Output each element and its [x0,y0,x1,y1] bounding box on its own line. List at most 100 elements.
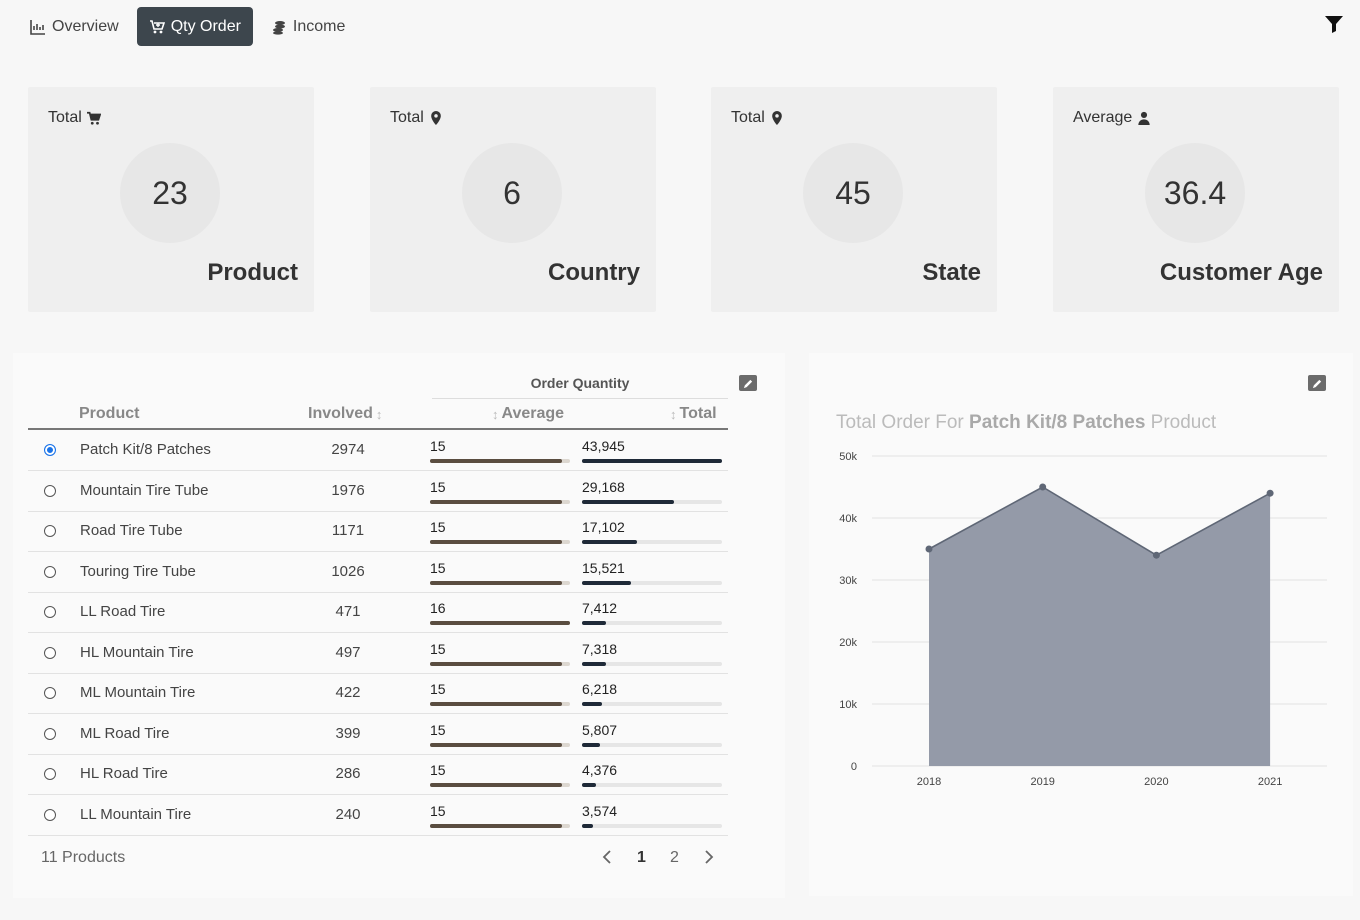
involved-value: 1976 [331,481,365,499]
y-tick-label: 50k [839,451,857,463]
map-pin-icon [771,111,782,125]
kpi-label: Total [48,109,101,127]
table-row[interactable]: ML Mountain Tire 422 15 6,218 [28,673,728,714]
data-point [925,545,933,553]
order-area-chart: 0 10k 20k 30k 40k 50k 2018 2019 2020 2021 [839,451,1327,788]
average-bar-fill [430,661,562,666]
kpi-name: State [922,259,981,286]
user-icon [1138,111,1150,125]
involved-value: 286 [335,765,361,782]
row-select-radio[interactable] [44,727,56,740]
table-row[interactable]: LL Mountain Tire 240 15 3,574 [28,795,728,836]
product-name: HL Road Tire [80,765,168,782]
average-value: 15 [430,559,446,576]
total-bar [582,540,722,544]
column-header-product-label: Product [79,405,140,422]
row-select-radio[interactable] [44,808,56,821]
average-bar [430,499,570,504]
average-value: 15 [430,762,446,778]
average-value: 15 [430,640,446,657]
kpi-label: Total [731,109,784,127]
tab-income-label: Income [292,17,346,35]
average-value: 15 [430,478,446,495]
kpi-value: 23 [120,143,220,243]
kpi-card-state: Total 45 State [711,87,997,312]
filter-icon[interactable] [1324,14,1344,34]
total-value: 4,376 [582,762,618,778]
row-select-radio[interactable] [44,687,56,699]
sort-icon: ↕ [375,406,383,422]
edit-chart-button[interactable] [1308,375,1326,391]
total-bar [582,459,722,463]
x-tick-label: 2020 [1144,776,1168,788]
sort-icon: ↕ [670,406,677,422]
average-bar [430,540,570,544]
chart-title-suffix: Product [1150,412,1217,433]
table-row[interactable]: Mountain Tire Tube 1976 15 29,168 [28,471,728,512]
row-select-radio[interactable] [44,565,56,578]
average-bar [430,742,570,747]
column-header-total-label: Total [679,405,717,422]
column-header-average[interactable]: ↕ Average [492,405,564,423]
x-tick-label: 2018 [917,776,941,788]
kpi-label-text: Total [390,109,424,126]
pager-next-button[interactable] [704,849,714,870]
tab-income[interactable]: Income [259,7,357,46]
column-header-total[interactable]: ↕ Total [670,405,717,423]
average-bar-fill [430,580,562,585]
table-row[interactable]: Touring Tire Tube 1026 15 15,521 [28,552,728,593]
total-bar [582,742,722,747]
product-table-panel [13,353,785,898]
table-row[interactable]: Patch Kit/8 Patches 2974 15 43,945 [28,430,728,471]
chart-title: Total Order For Patch Kit/8 Patches Prod… [836,412,1216,434]
chevron-right-icon [705,850,714,864]
table-row[interactable]: ML Road Tire 399 15 5,807 [28,714,728,755]
tab-qty-order[interactable]: Qty Order [136,7,253,46]
product-name: HL Mountain Tire [80,643,194,661]
total-bar-fill [582,661,606,666]
product-name: LL Mountain Tire [80,805,192,823]
row-select-radio[interactable] [44,646,56,659]
chart-title-prefix: Total Order For [836,412,964,433]
nav-tabs: Overview Qty Order Income [18,7,357,46]
average-bar [430,702,570,706]
pager-page-2[interactable]: 2 [670,849,679,866]
y-tick-label: 40k [839,513,857,525]
involved-value: 422 [335,684,361,701]
tab-overview[interactable]: Overview [18,7,131,46]
average-bar-fill [430,702,562,706]
kpi-value: 6 [462,143,562,243]
row-select-radio[interactable] [44,525,56,537]
average-value: 15 [430,721,446,738]
total-value: 29,168 [582,478,625,495]
pager-page-1[interactable]: 1 [637,849,646,866]
cart-icon [86,111,101,125]
table-row[interactable]: LL Road Tire 471 16 7,412 [28,592,728,633]
product-name: Touring Tire Tube [80,562,196,580]
product-name: Mountain Tire Tube [80,481,209,499]
table-row[interactable]: HL Road Tire 286 15 4,376 [28,754,728,795]
total-bar-fill [582,540,637,544]
total-bar-fill [582,742,601,747]
row-select-radio[interactable] [44,444,56,456]
total-bar [582,661,722,666]
row-select-radio[interactable] [44,484,56,497]
table-header-divider [28,428,728,430]
column-header-involved[interactable]: Involved ↕ [308,405,382,423]
total-bar [582,783,722,787]
pencil-icon [743,379,752,388]
average-bar-fill [430,783,562,787]
row-select-radio[interactable] [44,606,56,618]
table-row[interactable]: Road Tire Tube 1171 15 17,102 [28,511,728,552]
total-bar-fill [582,702,602,706]
total-value: 7,412 [582,600,618,616]
product-name: ML Mountain Tire [80,684,196,701]
edit-table-button[interactable] [739,375,757,391]
chart-title-product: Patch Kit/8 Patches [969,412,1146,433]
row-select-radio[interactable] [44,768,56,780]
total-value: 5,807 [582,721,618,738]
tab-qty-order-label: Qty Order [170,17,241,35]
pager-prev-button[interactable] [602,849,612,870]
table-row[interactable]: HL Mountain Tire 497 15 7,318 [28,633,728,674]
column-header-product[interactable]: Product [79,405,139,423]
